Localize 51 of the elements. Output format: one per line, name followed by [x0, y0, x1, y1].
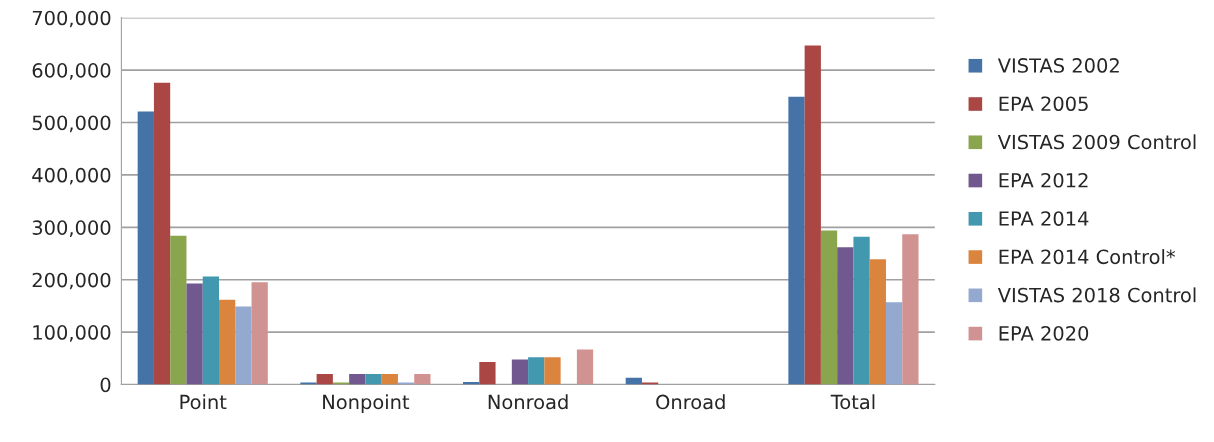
y-tick-label: 400,000 — [32, 167, 111, 185]
legend-label: EPA 2014 — [999, 211, 1089, 226]
bar — [365, 374, 382, 385]
legend-label: EPA 2014 Control* — [999, 249, 1176, 265]
legend-label: EPA 2005 — [999, 96, 1088, 112]
bar — [349, 374, 366, 385]
bar — [885, 302, 903, 385]
y-tick-label: 0 — [100, 377, 111, 393]
legend-label: EPA 2020 — [999, 325, 1089, 341]
y-tick-label: 600,000 — [32, 63, 111, 80]
bar — [186, 283, 203, 385]
y-tick-label: 300,000 — [32, 220, 111, 237]
bar — [202, 276, 220, 385]
x-tick-label: Onroad — [656, 394, 725, 410]
bar — [153, 82, 171, 385]
bar — [219, 299, 236, 385]
bar — [300, 382, 317, 385]
x-tick-label: Point — [180, 394, 227, 410]
x-tick-label: Nonroad — [488, 394, 568, 410]
bar — [902, 234, 919, 385]
bar — [641, 382, 659, 385]
bar — [381, 374, 398, 385]
bar — [511, 359, 529, 385]
bar — [332, 382, 350, 385]
bar — [414, 374, 431, 385]
legend-label: VISTAS 2009 Control — [997, 134, 1196, 150]
bar — [528, 357, 545, 385]
y-tick-label: 100,000 — [33, 325, 111, 342]
legend-label: VISTAS 2018 Control — [997, 287, 1196, 303]
bar — [853, 236, 870, 385]
legend-label: VISTAS 2002 — [997, 58, 1119, 73]
y-tick-label: 500,000 — [32, 115, 111, 133]
bar — [316, 374, 333, 385]
bar — [820, 230, 838, 385]
bar — [788, 96, 805, 385]
bar — [397, 382, 415, 385]
legend-label: EPA 2012 — [999, 172, 1088, 188]
y-tick-label: 700,000 — [32, 10, 111, 28]
bar — [869, 259, 886, 385]
bar — [235, 306, 252, 385]
bar — [837, 247, 854, 385]
x-tick-label: Total — [830, 394, 875, 410]
y-tick-label: 200,000 — [32, 272, 111, 290]
bar — [479, 362, 496, 385]
bar — [170, 235, 187, 385]
bar — [137, 111, 154, 385]
bar — [544, 357, 561, 385]
bar — [576, 349, 594, 385]
bar — [251, 282, 268, 385]
bar — [804, 45, 821, 385]
x-tick-label: Nonpoint — [323, 394, 410, 414]
